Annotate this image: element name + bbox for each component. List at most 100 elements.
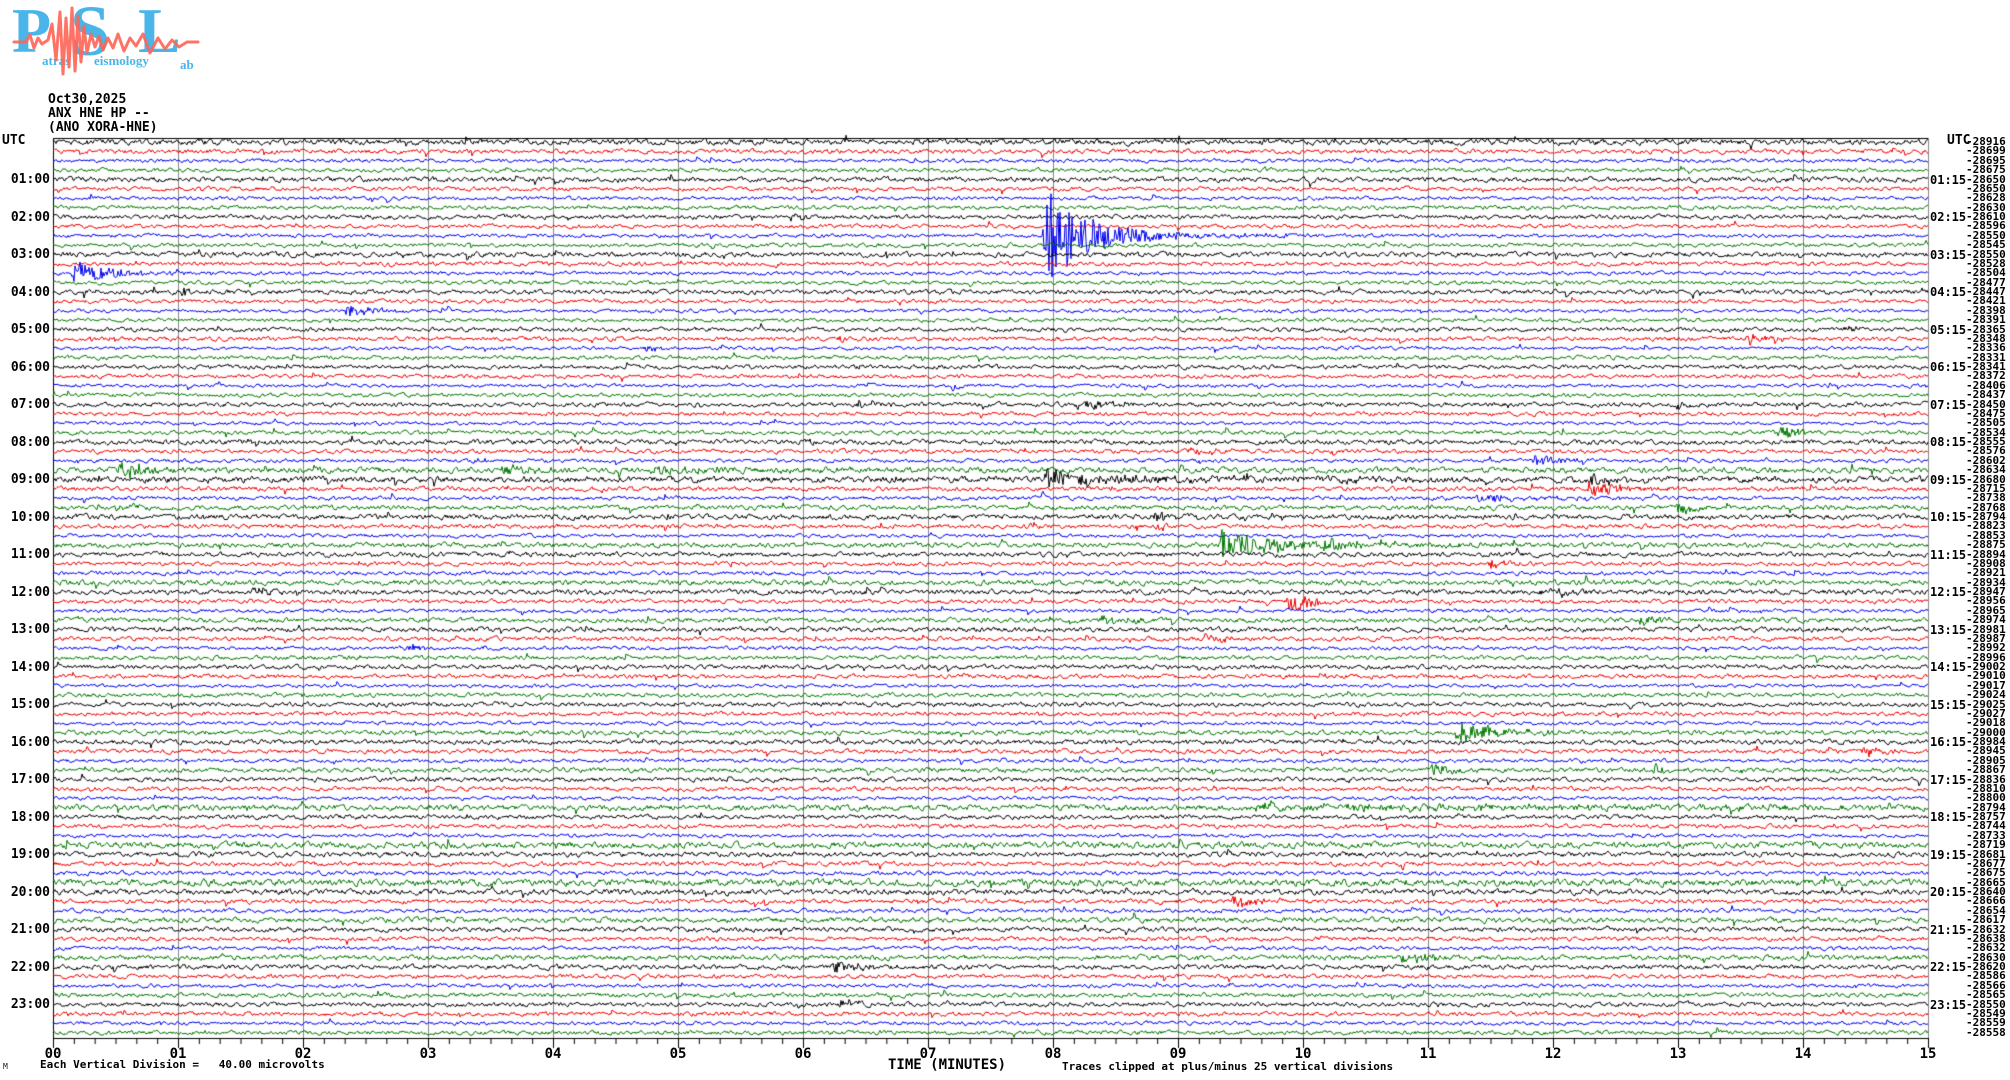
- trace-offset-value: -28640: [1966, 885, 2006, 898]
- right-hour-label: 11:15: [1930, 547, 1967, 562]
- trace-offset-value: -28610: [1966, 210, 2006, 223]
- footer-mark: M: [3, 1062, 8, 1071]
- clip-note: Traces clipped at plus/minus 25 vertical…: [1062, 1060, 1394, 1073]
- trace-offset-value: -28550: [1966, 997, 2006, 1011]
- trace-offset-value: -28630: [1966, 200, 2006, 214]
- trace-offset-value: -29018: [1966, 716, 2006, 730]
- left-hour-label: 15:00: [10, 697, 50, 712]
- right-hour-label: 22:15: [1930, 960, 1967, 974]
- trace-offset-value: -28894: [1966, 547, 2006, 561]
- trace-offset-value: -28602: [1966, 453, 2006, 467]
- left-hour-label: 04:00: [10, 284, 50, 300]
- left-hour-label: 19:00: [10, 847, 50, 862]
- trace-offset-value: -28421: [1966, 294, 2006, 308]
- x-axis-title: TIME (MINUTES): [888, 1057, 1007, 1073]
- x-tick-label: 05: [669, 1046, 687, 1062]
- x-tick-label: 11: [1419, 1046, 1437, 1062]
- trace-offset-value: -29010: [1966, 669, 2006, 683]
- left-hour-label: 12:00: [10, 584, 50, 600]
- logo-letter-p: P: [12, 0, 52, 66]
- logo-letter-l: L: [138, 0, 181, 66]
- trace-offset-value: -28867: [1966, 763, 2006, 777]
- trace-offset-value: -28348: [1966, 331, 2006, 345]
- header-date: Oct30,2025: [48, 92, 127, 107]
- trace-offset-value: -28617: [1966, 913, 2006, 927]
- trace-offset-value: -28586: [1966, 969, 2006, 983]
- trace-offset-value: -28528: [1966, 256, 2006, 270]
- trace-offset-value: -29027: [1966, 706, 2006, 720]
- logo-word-ab: ab: [180, 57, 194, 72]
- x-tick-label: 03: [419, 1046, 437, 1062]
- right-hour-label: 21:15: [1930, 922, 1967, 937]
- logo-word-eismology: eismology: [94, 53, 149, 68]
- psl-logo: P S L atras eismology ab: [8, 0, 200, 82]
- trace-offset-value: -28558: [1966, 1025, 2006, 1039]
- trace-offset-value: -28733: [1966, 828, 2006, 842]
- trace-offset-value: -28908: [1966, 556, 2006, 570]
- trace-offset-value: -29000: [1966, 725, 2006, 739]
- trace-offset-value: -28681: [1966, 847, 2006, 861]
- trace-offset-value: -29017: [1966, 678, 2006, 692]
- x-tick-label: 12: [1544, 1046, 1562, 1062]
- trace-offset-value: -28450: [1966, 397, 2006, 411]
- trace-offset-value: -28447: [1966, 285, 2006, 298]
- trace-offset-value: -28576: [1966, 444, 2006, 458]
- trace-offset-value: -28921: [1966, 566, 2006, 580]
- trace-offset-value: -28800: [1966, 791, 2006, 805]
- left-hour-label: 06:00: [10, 359, 50, 375]
- left-hour-label: 07:00: [10, 397, 50, 412]
- header-station: ANX HNE HP --: [48, 106, 150, 121]
- trace-offset-value: -28666: [1966, 894, 2006, 908]
- trace-offset-value: -28677: [1966, 856, 2006, 870]
- trace-offset-value: -28549: [1966, 1006, 2006, 1020]
- left-hour-label: 13:00: [10, 622, 50, 637]
- right-hour-label: 07:15: [1930, 397, 1967, 412]
- right-hour-label: 14:15: [1930, 660, 1967, 674]
- trace-offset-value: -28680: [1966, 472, 2006, 486]
- utc-label-right: UTC: [1947, 133, 1971, 148]
- trace-offset-value: -28596: [1966, 219, 2006, 233]
- right-hour-label: 20:15: [1930, 885, 1967, 899]
- scale-note: Each Vertical Division = 40.00 microvolt…: [40, 1058, 325, 1071]
- left-hour-label: 11:00: [10, 547, 50, 562]
- x-tick-label: 06: [794, 1046, 812, 1062]
- x-tick-label: 09: [1169, 1046, 1187, 1062]
- right-hour-label: 15:15: [1930, 697, 1967, 712]
- trace-offset-value: -28916: [1966, 135, 2006, 148]
- left-hour-label: 10:00: [10, 509, 50, 525]
- trace-offset-value: -28934: [1966, 575, 2006, 589]
- header-station-alt: (ANO XORA-HNE): [48, 120, 158, 135]
- trace-offset-value: -28719: [1966, 838, 2006, 852]
- trace-offset-value: -28336: [1966, 341, 2006, 355]
- trace-offset-value: -28996: [1966, 650, 2006, 664]
- trace-offset-value: -28945: [1966, 744, 2006, 758]
- trace-offset-value: -28768: [1966, 500, 2006, 514]
- trace-offset-value: -28757: [1966, 810, 2006, 823]
- trace-offset-value: -28505: [1966, 416, 2006, 430]
- right-hour-label: 18:15: [1930, 810, 1967, 824]
- trace-offset-value: -28566: [1966, 978, 2006, 992]
- trace-offset-value: -28738: [1966, 491, 2006, 505]
- x-tick-label: 08: [1044, 1046, 1062, 1062]
- x-tick-label: 13: [1669, 1046, 1687, 1062]
- right-hour-label: 17:15: [1930, 772, 1967, 787]
- left-hour-label: 03:00: [10, 247, 50, 262]
- trace-offset-value: -28974: [1966, 613, 2006, 627]
- left-hour-label: 20:00: [10, 884, 50, 900]
- trace-offset-value: -29024: [1966, 688, 2006, 702]
- utc-label-left: UTC: [2, 133, 26, 148]
- right-hour-label: 02:15: [1930, 210, 1967, 224]
- trace-offset-value: -28981: [1966, 622, 2006, 636]
- trace-offset-value: -28823: [1966, 519, 2006, 533]
- trace-offset-value: -28555: [1966, 435, 2006, 448]
- trace-offset-value: -28875: [1966, 538, 2006, 552]
- trace-offset-value: -28341: [1966, 360, 2006, 373]
- right-hour-label: 10:15: [1930, 510, 1967, 524]
- left-hour-label: 16:00: [10, 734, 50, 750]
- left-hour-label: 05:00: [10, 322, 50, 337]
- left-hour-label: 21:00: [10, 922, 50, 937]
- trace-offset-value: -28956: [1966, 594, 2006, 608]
- trace-offset-value: -28695: [1966, 153, 2006, 167]
- trace-offset-value: -28391: [1966, 313, 2006, 327]
- trace-offset-value: -28504: [1966, 266, 2006, 280]
